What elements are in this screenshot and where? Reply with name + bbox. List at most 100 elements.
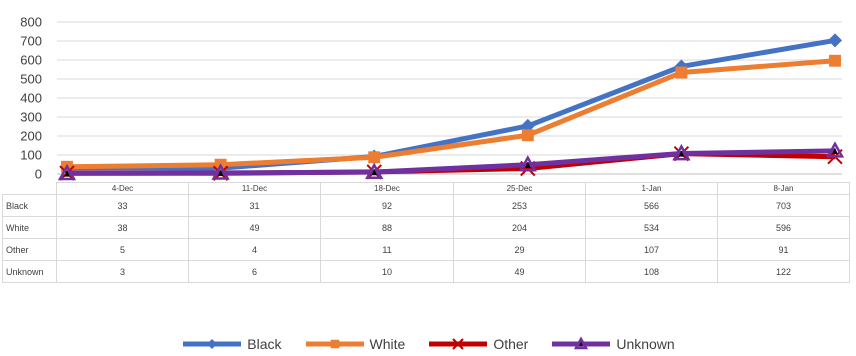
data-table: 4-Dec 11-Dec 18-Dec 25-Dec 1-Jan 8-Jan B…	[2, 182, 850, 283]
table-cell: 5	[56, 238, 189, 261]
table-row-black: Black 33 31 92 253 566 703	[2, 194, 850, 217]
table-cell: 29	[453, 238, 586, 261]
y-axis-ticks: 0 100 200 300 400 500 600 700 800	[20, 15, 42, 182]
table-cell: 10	[320, 260, 454, 283]
table-row-label: Black	[2, 194, 57, 217]
point-outline	[518, 155, 537, 172]
y-tick-label: 200	[20, 129, 42, 144]
table-row-label: Unknown	[2, 260, 57, 283]
table-cell: 122	[717, 260, 850, 283]
table-cell: 31	[188, 194, 321, 217]
point	[330, 339, 339, 349]
table-cell: 49	[453, 260, 586, 283]
y-tick-label: 800	[20, 15, 42, 30]
table-row-label: Other	[2, 238, 57, 261]
legend-swatch-other	[429, 338, 488, 350]
point	[574, 336, 589, 350]
table-cell: 49	[188, 216, 321, 239]
legend-item-white[interactable]: White	[304, 336, 406, 352]
table-cell: 33	[56, 194, 189, 217]
table-cell: 88	[320, 216, 454, 239]
legend-swatch-unknown	[552, 336, 611, 350]
table-header-cell: 18-Dec	[320, 182, 454, 195]
table-row-unknown: Unknown 3 6 10 49 108 122	[2, 260, 850, 283]
point	[211, 163, 230, 180]
point-outline	[57, 163, 77, 181]
point-inner	[832, 147, 838, 154]
point	[365, 162, 384, 179]
point	[207, 339, 218, 349]
table-cell: 3	[56, 260, 189, 283]
point-outline	[574, 336, 589, 350]
legend-item-black[interactable]: Black	[181, 336, 282, 352]
gridlines	[57, 21, 842, 175]
point	[368, 151, 381, 164]
point-outline	[211, 163, 230, 180]
legend-label: Black	[247, 336, 282, 352]
point-inner	[525, 161, 531, 168]
legend-label: White	[369, 336, 406, 352]
table-corner	[2, 182, 57, 195]
series-line	[66, 58, 836, 170]
legend: Black White Other Unknown	[0, 334, 856, 354]
table-cell: 4	[188, 238, 321, 261]
y-tick-label: 700	[20, 34, 42, 49]
table-cell: 703	[717, 194, 850, 217]
table-cell: 596	[717, 216, 850, 239]
table-cell: 11	[320, 238, 454, 261]
point-inner	[371, 168, 377, 176]
y-tick-label: 600	[20, 53, 42, 68]
table-cell: 91	[717, 238, 850, 261]
table-header-cell: 8-Jan	[717, 182, 850, 195]
table-cell: 92	[320, 194, 454, 217]
point	[57, 163, 77, 181]
point	[828, 33, 842, 48]
series-line	[66, 37, 836, 171]
table-row-label: White	[2, 216, 57, 239]
point-outline	[825, 141, 845, 158]
point	[518, 155, 537, 172]
point	[825, 141, 845, 158]
point	[672, 143, 691, 161]
legend-swatch-white	[305, 339, 364, 349]
y-tick-label: 400	[20, 91, 42, 106]
y-tick-label: 300	[20, 110, 42, 125]
point-inner	[678, 150, 685, 157]
table-cell: 566	[585, 194, 718, 217]
point-inner	[64, 170, 70, 177]
table-row-white: White 38 49 88 204 534 596	[2, 216, 850, 239]
legend-item-unknown[interactable]: Unknown	[550, 336, 675, 352]
series-line	[66, 148, 836, 176]
table-cell: 108	[585, 260, 718, 283]
table-cell: 204	[453, 216, 586, 239]
point	[521, 129, 534, 142]
point-outline	[672, 143, 691, 161]
y-tick-label: 500	[20, 72, 42, 87]
table-cell: 534	[585, 216, 718, 239]
table-cell: 6	[188, 260, 321, 283]
point	[829, 54, 841, 67]
y-tick-label: 100	[20, 148, 42, 163]
point-stroke	[452, 338, 465, 350]
table-header-cell: 25-Dec	[453, 182, 586, 195]
table-header-row: 4-Dec 11-Dec 18-Dec 25-Dec 1-Jan 8-Jan	[2, 182, 850, 195]
table-cell: 107	[585, 238, 718, 261]
table-cell: 38	[56, 216, 189, 239]
point-inner	[217, 169, 224, 177]
point-outline	[365, 162, 384, 179]
table-header-cell: 4-Dec	[56, 182, 189, 195]
series-unknown	[57, 141, 845, 181]
legend-label: Other	[493, 336, 529, 352]
point	[452, 338, 465, 350]
point	[675, 66, 688, 79]
table-row-other: Other 5 4 11 29 107 91	[2, 238, 850, 261]
legend-label: Unknown	[616, 336, 675, 352]
table-header-cell: 11-Dec	[188, 182, 321, 195]
legend-item-other[interactable]: Other	[427, 336, 528, 352]
series-lines	[57, 33, 845, 181]
table-header-cell: 1-Jan	[585, 182, 718, 195]
y-tick-label: 0	[35, 167, 42, 182]
point-inner	[579, 341, 584, 347]
table-cell: 253	[453, 194, 586, 217]
